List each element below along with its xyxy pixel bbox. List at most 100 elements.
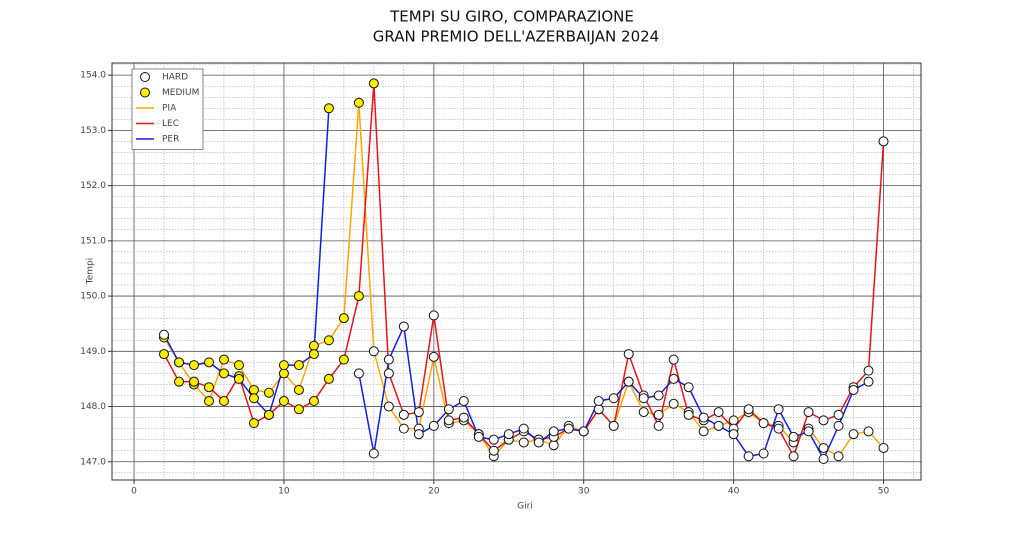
x-axis-label: Giri xyxy=(517,502,533,512)
legend-box xyxy=(131,68,204,150)
lap-marker xyxy=(713,407,724,418)
x-tick-label: 0 xyxy=(131,487,137,497)
lap-marker xyxy=(413,407,424,418)
lap-marker xyxy=(833,409,844,420)
lap-marker xyxy=(833,451,844,462)
lap-marker xyxy=(278,368,289,379)
lap-marker xyxy=(218,396,229,407)
lap-marker xyxy=(308,349,319,360)
lap-marker xyxy=(293,360,304,371)
lap-marker xyxy=(818,415,829,426)
lap-marker xyxy=(668,373,679,384)
lap-marker xyxy=(338,354,349,365)
x-tick-label: 20 xyxy=(428,487,440,497)
lap-marker xyxy=(428,420,439,431)
lap-marker xyxy=(353,97,364,108)
lap-marker xyxy=(668,354,679,365)
lap-marker xyxy=(248,418,259,429)
x-tick-label: 40 xyxy=(728,487,740,497)
lap-marker xyxy=(878,442,889,453)
lap-marker xyxy=(818,442,829,453)
lap-marker xyxy=(323,103,334,114)
lap-marker xyxy=(174,357,185,368)
lap-marker xyxy=(698,426,709,437)
lap-marker xyxy=(698,412,709,423)
lap-marker xyxy=(683,382,694,393)
lap-marker xyxy=(623,376,634,387)
lap-marker xyxy=(563,423,574,434)
lap-marker xyxy=(383,354,394,365)
lap-marker xyxy=(638,407,649,418)
legend-label: LEC xyxy=(162,119,179,129)
lap-marker xyxy=(773,404,784,415)
lap-marker xyxy=(533,437,544,448)
lap-marker xyxy=(503,429,514,440)
lap-marker xyxy=(203,382,214,393)
lap-marker xyxy=(608,420,619,431)
y-tick-label: 149.0 xyxy=(80,347,106,357)
lap-marker xyxy=(293,404,304,415)
lap-marker xyxy=(653,409,664,420)
lap-marker xyxy=(683,409,694,420)
y-tick-label: 147.0 xyxy=(80,457,106,467)
lap-marker xyxy=(818,454,829,465)
lap-marker xyxy=(338,313,349,324)
lap-marker xyxy=(293,384,304,395)
lap-marker xyxy=(848,429,859,440)
lap-marker xyxy=(458,396,469,407)
lap-marker xyxy=(174,376,185,387)
lap-marker xyxy=(758,418,769,429)
lap-marker xyxy=(653,390,664,401)
lap-marker xyxy=(668,398,679,409)
legend-marker xyxy=(140,72,150,82)
lap-marker xyxy=(488,445,499,456)
lap-marker xyxy=(848,384,859,395)
y-tick-label: 154.0 xyxy=(80,71,106,81)
lap-marker xyxy=(308,340,319,351)
lap-marker xyxy=(803,407,814,418)
y-tick-label: 148.0 xyxy=(80,402,106,412)
lap-marker xyxy=(863,376,874,387)
lap-marker xyxy=(788,451,799,462)
lap-marker xyxy=(159,349,170,360)
plot-frame xyxy=(111,62,922,481)
lap-marker xyxy=(428,310,439,321)
lap-marker xyxy=(488,434,499,445)
lap-marker xyxy=(863,365,874,376)
lap-marker xyxy=(248,384,259,395)
x-tick-label: 10 xyxy=(278,487,290,497)
lap-marker xyxy=(548,426,559,437)
lap-marker xyxy=(518,423,529,434)
legend-label: HARD xyxy=(162,73,188,83)
lap-marker xyxy=(263,409,274,420)
lap-marker xyxy=(653,420,664,431)
lap-marker xyxy=(308,396,319,407)
lap-marker xyxy=(218,354,229,365)
lap-marker xyxy=(413,429,424,440)
lap-marker xyxy=(743,404,754,415)
legend-label: PER xyxy=(162,135,179,145)
chart-title: TEMPI SU GIRO, COMPARAZIONE xyxy=(389,8,634,26)
lap-marker xyxy=(743,451,754,462)
lap-marker xyxy=(263,387,274,398)
lap-marker xyxy=(518,437,529,448)
y-tick-label: 153.0 xyxy=(80,126,106,136)
lap-marker xyxy=(473,431,484,442)
y-tick-label: 151.0 xyxy=(80,236,106,246)
lap-marker xyxy=(233,360,244,371)
lap-marker xyxy=(383,401,394,412)
lap-marker xyxy=(368,346,379,357)
lap-marker xyxy=(803,426,814,437)
lap-marker xyxy=(368,448,379,459)
lap-marker xyxy=(278,396,289,407)
lap-marker xyxy=(593,404,604,415)
lap-marker xyxy=(248,393,259,404)
x-tick-label: 30 xyxy=(578,487,590,497)
y-tick-label: 152.0 xyxy=(80,181,106,191)
y-axis-label: Tempi xyxy=(86,258,96,286)
lap-marker xyxy=(398,409,409,420)
lap-marker xyxy=(443,404,454,415)
lap-marker xyxy=(383,368,394,379)
lap-marker xyxy=(398,321,409,332)
